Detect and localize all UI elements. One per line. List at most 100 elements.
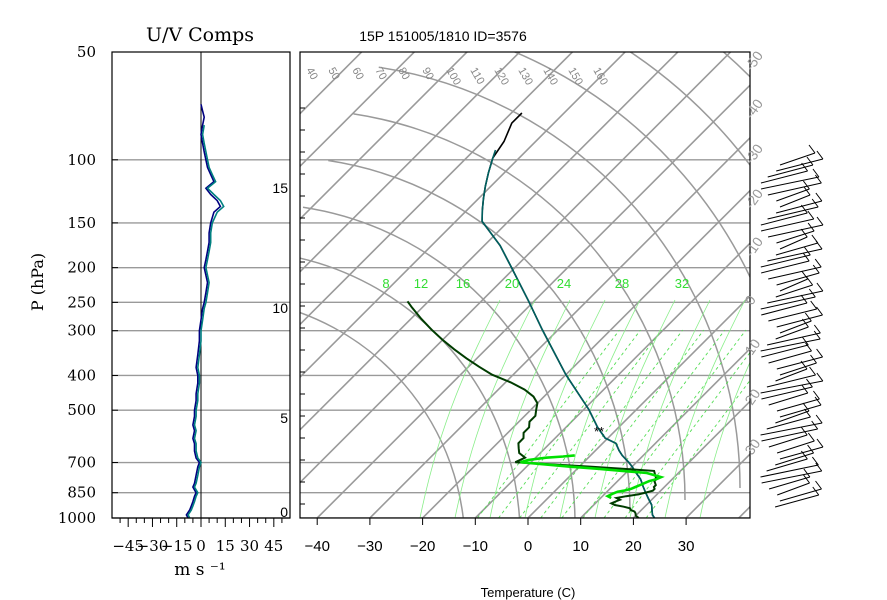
wind-barb-flag [803, 468, 811, 478]
wind-barb-staff [775, 242, 819, 256]
uv-y-tick-label: 150 [67, 214, 96, 232]
skewt-dry-adiabat-label: 110 [467, 66, 486, 87]
wind-barb-flag [803, 180, 810, 190]
skewt-x-tick-label: −20 [410, 538, 435, 555]
wind-barb-flag [802, 402, 810, 412]
wind-barb-staff [776, 230, 815, 244]
uv-ylabel: P (hPa) [28, 253, 47, 311]
skewt-isotherm [527, 294, 750, 518]
wind-barb-flag [800, 204, 808, 214]
wind-barb-flag [814, 396, 822, 406]
skewt-moist-adiabat [489, 299, 571, 518]
wind-barb-staff [776, 440, 815, 454]
skewt-dry-adiabat-label: 90 [419, 66, 436, 83]
skewt-x-tick-labels: −40 −30 −20 −10 0 10 20 30 [304, 518, 694, 555]
skewt-isotherm [300, 52, 574, 326]
wind-barb-staff [775, 326, 809, 340]
skewt-moist-adiabat-label: 30 [741, 436, 763, 458]
skewt-profile-line [520, 454, 665, 500]
wind-barb-staff [779, 362, 817, 376]
uv-y-tick-label: 300 [67, 322, 96, 340]
wind-barb-staff [779, 152, 816, 166]
skewt-dry-adiabat [328, 159, 631, 513]
wind-barb-staff [775, 200, 823, 214]
skewt-moist-adiabat-label: -10 [741, 234, 766, 260]
skewt-height-tick-label: 5 [280, 410, 288, 426]
wind-barb-flag [806, 276, 814, 286]
wind-barb-staff [760, 338, 821, 352]
skewt-isotherm [300, 52, 627, 379]
wind-barb-flag [812, 486, 820, 496]
skewt-moist-adiabat [559, 299, 641, 518]
skewt-x-tick-label: −10 [463, 538, 488, 555]
wind-barb-flag [816, 282, 824, 292]
wind-barb-staff [766, 458, 808, 472]
wind-barb-flag [801, 384, 809, 394]
wind-barb-staff [775, 284, 813, 298]
wind-barb-flag [800, 450, 808, 460]
skewt-profiles [406, 112, 665, 518]
wind-barb-flag [807, 432, 815, 442]
wind-barb-staff [760, 422, 823, 436]
skewt-moist-adiabat [699, 361, 750, 518]
skewt-moist-adiabat-label: -20 [741, 186, 766, 212]
skewt-dry-adiabat [302, 206, 576, 518]
skewt-mixing-ratio-label: 28 [615, 276, 629, 291]
skewt-dry-adiabat-label: 140 [540, 66, 560, 88]
skewt-mixing-ratio-label: 8 [382, 276, 389, 291]
uv-x-tick-label: −30 [137, 537, 169, 555]
wind-barb-flag [808, 288, 816, 298]
wind-barb-staff [760, 464, 819, 478]
wind-barb-staff [779, 446, 824, 460]
skewt-inner-labels: 8 12 16 20 24 28 32 40 50 60 70 80 90 100 110 120 130 140… [303, 66, 689, 440]
wind-barb-flag [800, 426, 808, 436]
wind-barb-flag [803, 474, 810, 484]
wind-barb-staff [774, 494, 819, 508]
wind-barb-flag [813, 330, 821, 340]
skewt-isobars [300, 159, 750, 518]
wind-barb-staff [779, 488, 822, 502]
skewt-isotherm [300, 52, 732, 484]
uv-y-tick-label: 50 [77, 43, 96, 61]
wind-barb-flag [815, 192, 823, 202]
skewt-dry-adiabat-label: 80 [395, 66, 412, 83]
wind-barb-flag [816, 372, 824, 382]
skewt-isotherm [580, 347, 750, 518]
uv-x-tick-label: −15 [161, 537, 193, 555]
wind-barb-staff [760, 212, 808, 226]
uv-y-tick-label: 200 [67, 259, 96, 277]
wind-barb-flag [810, 300, 818, 310]
skewt-dry-adiabat [628, 52, 750, 167]
wind-barb-flag [816, 348, 823, 358]
wind-barb-staff [768, 308, 817, 322]
wind-barb-staff [779, 194, 811, 208]
uv-x-tick-labels: −45−30−15 0 15 30 45 [112, 518, 283, 555]
wind-barb-flag [804, 312, 812, 322]
uv-x-tick-label: −45 [112, 537, 144, 555]
skewt-dry-adiabat-label: 40 [303, 66, 320, 83]
wind-barb-staff [779, 404, 822, 418]
skewt-dry-adiabat-label: 100 [443, 66, 463, 88]
skewt-x-tick-label: 30 [678, 538, 695, 555]
wind-barb-staff [766, 374, 816, 388]
skewt-mixing-ratio-label: 32 [675, 276, 689, 291]
wind-barb-flag [816, 438, 824, 448]
skewt-height-tick-label: 0 [280, 504, 288, 520]
uv-x-tick-label: 15 [216, 537, 235, 555]
skewt-mixing-ratio-line [624, 351, 750, 518]
skewt-moist-adiabat-label: -30 [741, 141, 766, 167]
skewt-isotherm [474, 242, 750, 518]
wind-barb-staff [768, 266, 822, 280]
wind-barb-staff [775, 410, 810, 424]
wind-barb-staff [779, 278, 808, 292]
uv-x-tick-label: 45 [264, 537, 283, 555]
uv-y-tick-label: 250 [67, 293, 96, 311]
skewt-dry-adiabats [300, 52, 750, 518]
wind-barb-staff [760, 170, 808, 184]
skewt-moist-adiabat [594, 299, 676, 518]
wind-barb-flag [811, 420, 819, 430]
wind-barb-staff [779, 236, 808, 250]
wind-barb-staff [761, 260, 810, 274]
wind-barb-flag [813, 390, 820, 400]
skewt-moist-adiabat [664, 299, 746, 518]
